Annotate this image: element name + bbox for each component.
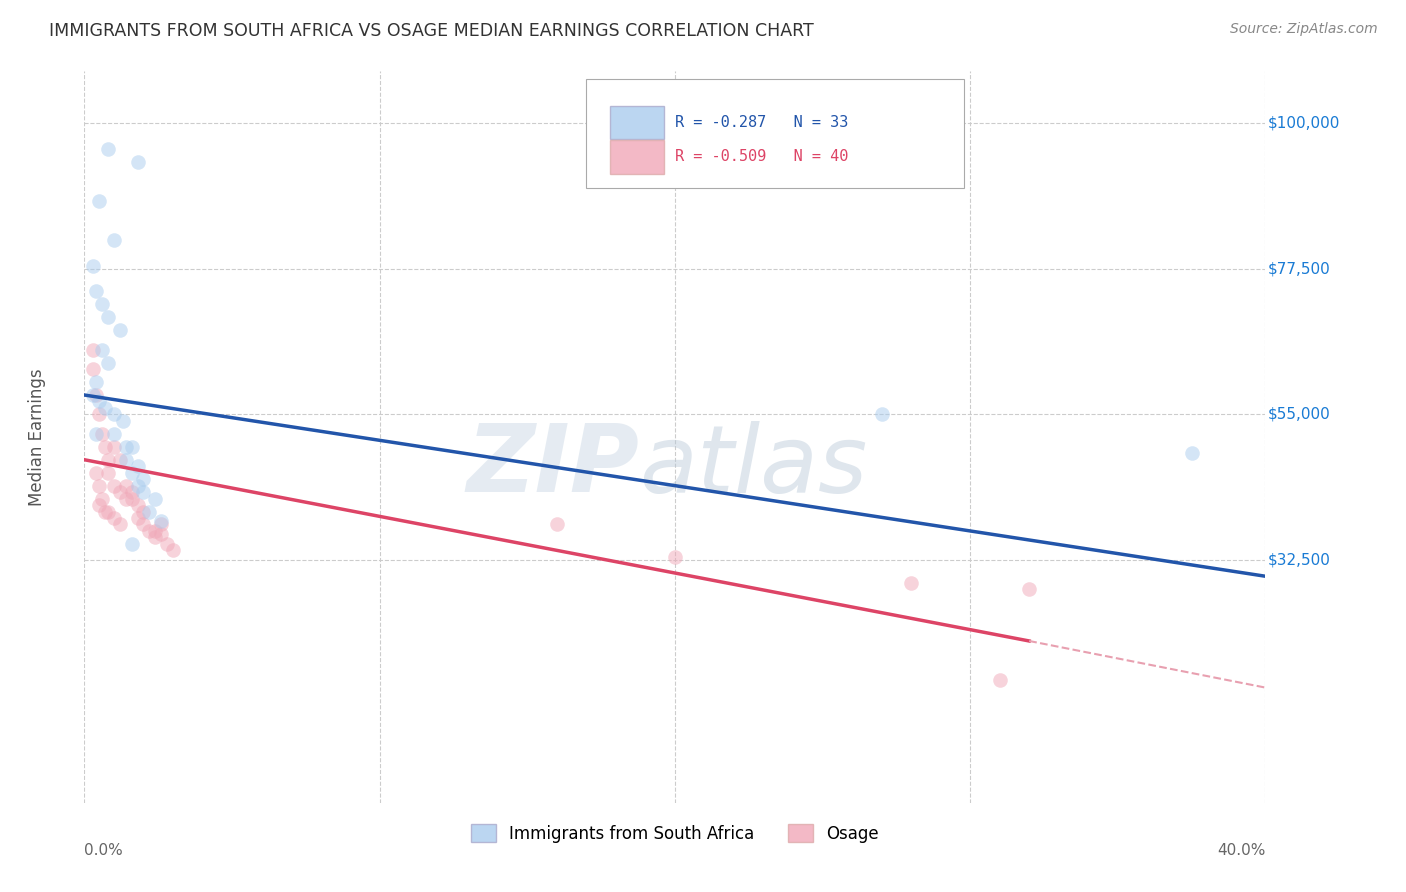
Text: $55,000: $55,000 (1268, 407, 1330, 422)
Osage (108, 517, 131, 532)
Osage (132, 517, 155, 532)
Immigrants from South Africa (127, 155, 149, 169)
Immigrants from South Africa (84, 426, 107, 441)
Osage (87, 478, 111, 492)
Immigrants from South Africa (108, 323, 131, 337)
Text: $100,000: $100,000 (1268, 116, 1340, 130)
Osage (143, 524, 166, 538)
Osage (97, 452, 120, 467)
Osage (664, 549, 686, 564)
Osage (82, 362, 104, 376)
Text: R = -0.287   N = 33: R = -0.287 N = 33 (675, 115, 848, 130)
Osage (94, 504, 117, 518)
Text: Source: ZipAtlas.com: Source: ZipAtlas.com (1230, 22, 1378, 37)
Immigrants from South Africa (87, 194, 111, 208)
Immigrants from South Africa (82, 388, 104, 402)
Text: Median Earnings: Median Earnings (28, 368, 46, 506)
Osage (156, 537, 179, 551)
Osage (132, 504, 155, 518)
Immigrants from South Africa (121, 537, 143, 551)
Osage (114, 491, 136, 506)
Osage (108, 485, 131, 500)
Osage (143, 530, 166, 544)
FancyBboxPatch shape (610, 106, 664, 139)
Immigrants from South Africa (132, 472, 155, 486)
FancyBboxPatch shape (586, 78, 965, 188)
Immigrants from South Africa (82, 259, 104, 273)
Osage (91, 491, 114, 506)
Osage (108, 452, 131, 467)
Osage (87, 408, 111, 422)
Immigrants from South Africa (97, 142, 120, 156)
Osage (87, 498, 111, 512)
Immigrants from South Africa (127, 478, 149, 492)
Immigrants from South Africa (114, 440, 136, 454)
Osage (1018, 582, 1040, 597)
Immigrants from South Africa (94, 401, 117, 415)
Text: $77,500: $77,500 (1268, 261, 1330, 277)
Immigrants from South Africa (127, 459, 149, 474)
Immigrants from South Africa (103, 408, 125, 422)
Immigrants from South Africa (121, 440, 143, 454)
Osage (84, 388, 107, 402)
Immigrants from South Africa (97, 310, 120, 325)
Text: IMMIGRANTS FROM SOUTH AFRICA VS OSAGE MEDIAN EARNINGS CORRELATION CHART: IMMIGRANTS FROM SOUTH AFRICA VS OSAGE ME… (49, 22, 814, 40)
Osage (127, 498, 149, 512)
Osage (97, 504, 120, 518)
Text: atlas: atlas (640, 421, 868, 512)
Osage (988, 673, 1011, 687)
Text: $32,500: $32,500 (1268, 552, 1330, 567)
Immigrants from South Africa (132, 485, 155, 500)
Immigrants from South Africa (84, 375, 107, 389)
Osage (121, 491, 143, 506)
Osage (84, 466, 107, 480)
Text: 40.0%: 40.0% (1218, 843, 1265, 858)
Osage (150, 517, 173, 532)
Osage (94, 440, 117, 454)
Osage (103, 511, 125, 525)
Osage (162, 543, 184, 558)
Osage (91, 426, 114, 441)
Immigrants from South Africa (111, 414, 134, 428)
Text: ZIP: ZIP (467, 420, 640, 512)
Immigrants from South Africa (150, 514, 173, 528)
Osage (97, 466, 120, 480)
Immigrants from South Africa (121, 466, 143, 480)
Immigrants from South Africa (138, 504, 160, 518)
Osage (900, 575, 922, 590)
Osage (121, 485, 143, 500)
Immigrants from South Africa (143, 491, 166, 506)
Osage (138, 524, 160, 538)
Osage (82, 343, 104, 357)
Immigrants from South Africa (97, 356, 120, 370)
Text: R = -0.509   N = 40: R = -0.509 N = 40 (675, 150, 848, 164)
FancyBboxPatch shape (610, 140, 664, 174)
Immigrants from South Africa (91, 343, 114, 357)
Legend: Immigrants from South Africa, Osage: Immigrants from South Africa, Osage (464, 818, 886, 849)
Osage (150, 527, 173, 541)
Osage (546, 517, 568, 532)
Text: 0.0%: 0.0% (84, 843, 124, 858)
Immigrants from South Africa (103, 426, 125, 441)
Immigrants from South Africa (103, 233, 125, 247)
Osage (114, 478, 136, 492)
Immigrants from South Africa (1181, 446, 1204, 460)
Osage (103, 440, 125, 454)
Immigrants from South Africa (114, 452, 136, 467)
Immigrants from South Africa (91, 297, 114, 311)
Immigrants from South Africa (87, 394, 111, 409)
Immigrants from South Africa (870, 408, 893, 422)
Immigrants from South Africa (84, 285, 107, 299)
Osage (103, 478, 125, 492)
Osage (127, 511, 149, 525)
